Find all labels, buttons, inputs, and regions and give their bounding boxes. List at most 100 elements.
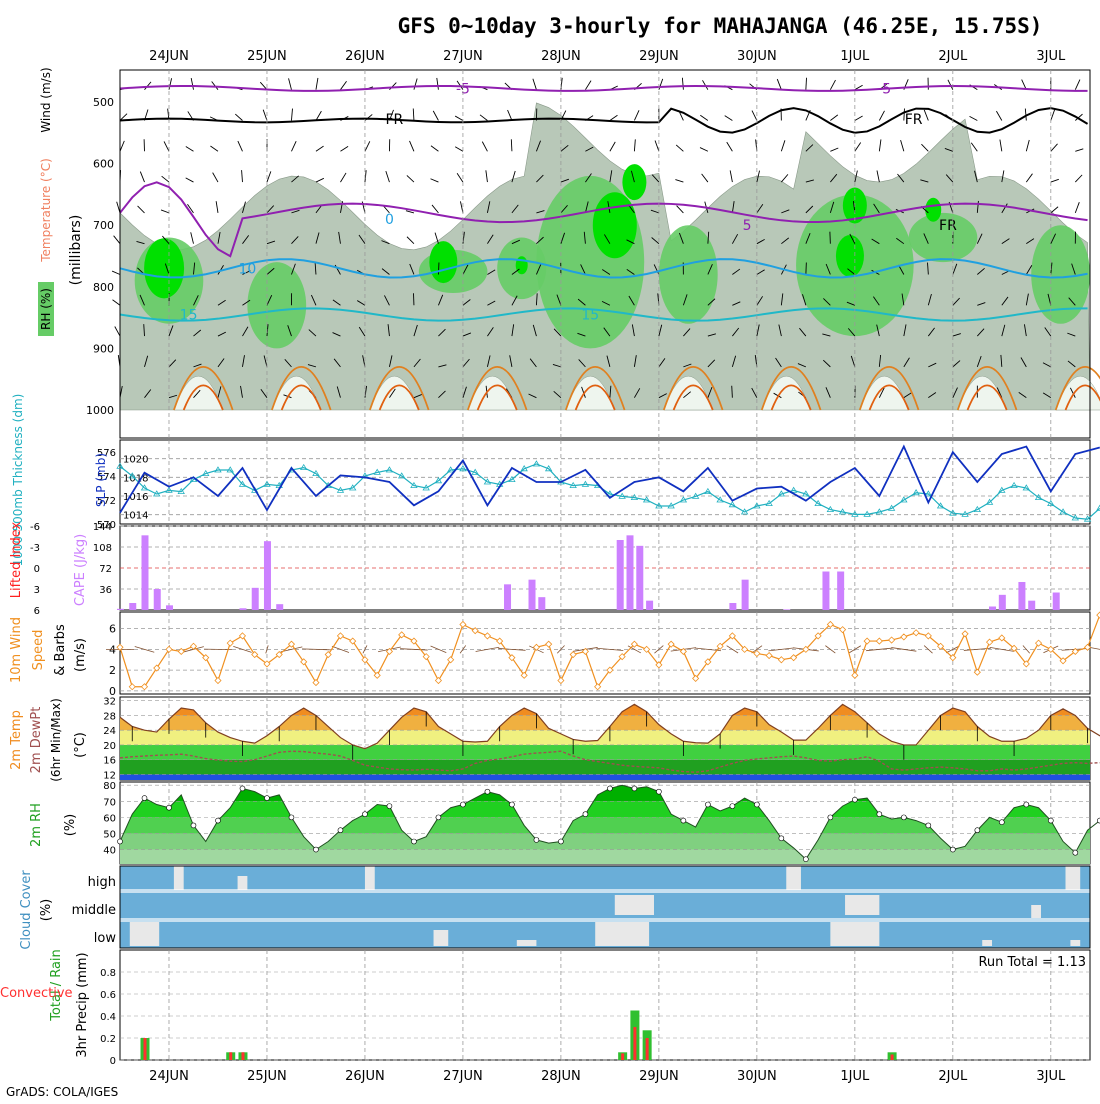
slp-ylabel: SLP (mb)	[94, 453, 108, 507]
wind-barb-10m	[825, 646, 835, 653]
cape-bar	[636, 546, 643, 610]
rh-point	[215, 818, 220, 823]
wind-ytick: 6	[109, 623, 116, 636]
date-label-top: 29JUN	[639, 49, 679, 64]
cape-bar	[822, 572, 829, 611]
contour-label: 0	[385, 212, 394, 228]
temp-legend-label: Temperature (°C)	[39, 158, 53, 263]
temp-ytick: 28	[103, 711, 116, 722]
wind-speed-point	[864, 638, 870, 644]
cape-ytick: 36	[99, 585, 112, 596]
chart-title: GFS 0~10day 3-hourly for MAHAJANGA (46.2…	[398, 14, 1043, 38]
cape-bar	[1028, 601, 1035, 610]
wind-speed-point	[570, 652, 576, 658]
contour-label: FR	[905, 112, 923, 128]
li-ylabel: Lifted Index	[9, 521, 24, 598]
date-label-top: 27JUN	[443, 49, 483, 64]
cloud-block	[365, 866, 375, 890]
precip-conv-bar	[891, 1055, 894, 1061]
rh-point	[1073, 850, 1078, 855]
cape-ytick: 108	[93, 543, 112, 554]
rh-point	[779, 836, 784, 841]
rh-point	[632, 786, 637, 791]
cape-bar	[252, 588, 259, 610]
cloud-level-high: high	[88, 875, 116, 890]
precip-frame	[120, 950, 1090, 1060]
cape-bar	[129, 603, 136, 610]
wind-speed-point	[546, 641, 552, 647]
rh-point	[852, 797, 857, 802]
slp-frame	[120, 440, 1090, 524]
precip-ytick: 0	[110, 1056, 116, 1067]
temp-band	[120, 760, 1090, 775]
precip-ytick: 0.8	[100, 968, 116, 979]
cape-bar	[999, 595, 1006, 610]
rh-band	[120, 817, 1090, 833]
date-label-top: 2JUL	[938, 49, 968, 64]
rh-point	[166, 805, 171, 810]
precip-ylabel-conv: Convective	[0, 986, 73, 1001]
cloud-level-low: low	[94, 931, 117, 946]
rh-ylabel: 2m RH	[29, 803, 44, 847]
temp-ylabel-3: (6hr Min/Max)	[49, 698, 63, 782]
xs-ytick: 900	[93, 342, 114, 355]
wind-legend-label: Wind (m/s)	[39, 67, 53, 132]
rh-point	[289, 815, 294, 820]
contour-label: -5	[456, 81, 470, 97]
date-label-top: 3JUL	[1036, 49, 1066, 64]
xs-ytick: 500	[93, 96, 114, 109]
rh-90-core	[429, 241, 457, 283]
precip-run-total: Run Total = 1.13	[978, 955, 1086, 970]
xs-ytick: 800	[93, 281, 114, 294]
rh-point	[460, 802, 465, 807]
contour-label: 5	[743, 218, 752, 234]
wind-speed-point	[239, 633, 245, 639]
cape-bar	[529, 580, 536, 610]
li-ytick: 0	[34, 564, 40, 575]
wind-speed-point	[558, 678, 564, 684]
rh-point	[950, 847, 955, 852]
rh-point	[264, 796, 269, 801]
wind-speed-point	[1036, 640, 1042, 646]
wind-speed-point	[141, 684, 147, 690]
wind-barb	[112, 271, 120, 274]
rh-point	[803, 857, 808, 862]
wind-speed-point	[227, 640, 233, 646]
cape-bar	[276, 604, 283, 610]
date-label-bottom: 2JUL	[938, 1069, 968, 1084]
li-ytick: -6	[30, 522, 40, 533]
rh-point	[558, 839, 563, 844]
wind-ylabel-1: 10m Wind	[9, 617, 24, 683]
wind-barb	[732, 386, 733, 398]
cape-bar	[154, 589, 161, 610]
rh-point	[583, 812, 588, 817]
wind-speed-point	[484, 633, 490, 639]
rh-bands	[120, 782, 1090, 864]
rh-band	[120, 850, 1090, 864]
contour-label: 15	[581, 308, 599, 324]
cape-bar	[504, 584, 511, 610]
cape-bar	[239, 608, 246, 610]
rh-point	[975, 828, 980, 833]
wind-speed-point	[766, 653, 772, 659]
temp-ytick: 12	[103, 770, 116, 781]
rh-ytick: 60	[103, 813, 116, 824]
rh-point	[877, 812, 882, 817]
rh-point	[1048, 818, 1053, 823]
wind-ylabel-3: & Barbs	[53, 624, 68, 676]
precip-conv-bar	[229, 1052, 232, 1060]
temp-ylabel-1: 2m Temp	[9, 710, 24, 770]
temp-band	[120, 715, 1090, 730]
rh-ytick: 80	[103, 781, 116, 792]
rh-point	[411, 839, 416, 844]
rh-point	[191, 823, 196, 828]
wind-ylabel-4: (m/s)	[73, 638, 88, 672]
rh-point	[362, 812, 367, 817]
wind-barb	[511, 139, 512, 151]
cape-ylabel: CAPE (J/kg)	[73, 534, 88, 606]
wind-speed-point	[668, 641, 674, 647]
grads-credit: GrADS: COLA/IGES	[6, 1085, 118, 1099]
wind-barb	[114, 236, 120, 244]
